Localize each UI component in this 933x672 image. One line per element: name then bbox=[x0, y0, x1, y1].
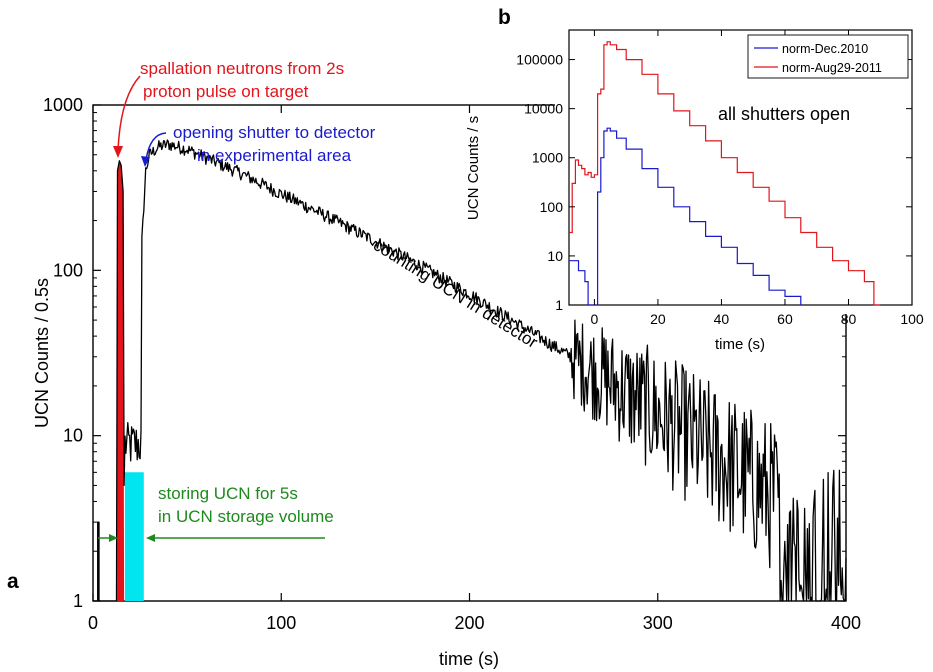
y-tick-label-b: 100 bbox=[540, 199, 564, 215]
x-tick-label-a: 400 bbox=[831, 613, 861, 633]
x-tick-label-a: 200 bbox=[454, 613, 484, 633]
x-tick-label-a: 300 bbox=[643, 613, 673, 633]
x-axis-label-b: time (s) bbox=[715, 336, 765, 353]
legend-label-norm-dec-2010: norm-Dec.2010 bbox=[782, 42, 868, 56]
arrow-storing-right-head bbox=[146, 534, 155, 542]
panel-label-b: b bbox=[498, 6, 511, 29]
arrow-spallation bbox=[118, 76, 140, 152]
x-tick-label-b: 100 bbox=[900, 311, 924, 327]
annotation-counting: counting UCN in detector bbox=[370, 235, 541, 352]
legend-label-norm-aug29-2011: norm-Aug29-2011 bbox=[782, 61, 882, 75]
panel-label-a: a bbox=[7, 570, 19, 593]
panel-b: 0 20 40 60 80 100 1 10 100 1000 10000 100000 time … bbox=[465, 2, 933, 353]
y-tick-label-a: 1 bbox=[73, 591, 83, 611]
y-tick-label-b: 10000 bbox=[524, 101, 563, 117]
annotation-shutter-line1: opening shutter to detector bbox=[173, 123, 376, 142]
y-tick-label-a: 10 bbox=[63, 426, 83, 446]
annotation-spallation-line2: proton pulse on target bbox=[143, 82, 309, 101]
x-tick-label-b: 40 bbox=[714, 311, 730, 327]
legend-b: norm-Dec.2010 norm-Aug29-2011 bbox=[748, 35, 908, 78]
annotation-all-shutters-open: all shutters open bbox=[718, 104, 850, 124]
x-tick-label-a: 100 bbox=[266, 613, 296, 633]
y-tick-label-b: 1 bbox=[555, 297, 563, 313]
y-tick-label-a: 100 bbox=[53, 260, 83, 280]
annotation-storing-line1: storing UCN for 5s bbox=[158, 484, 298, 503]
annotation-storing-line2: in UCN storage volume bbox=[158, 507, 334, 526]
arrow-spallation-head bbox=[113, 146, 123, 158]
y-tick-label-b: 100000 bbox=[516, 52, 563, 68]
y-tick-label-b: 1000 bbox=[532, 150, 563, 166]
annotation-shutter-line2: in experimental area bbox=[197, 146, 352, 165]
x-tick-label-b: 80 bbox=[841, 311, 857, 327]
y-axis-label-b: UCN Counts / s bbox=[465, 116, 482, 220]
x-tick-label-b: 20 bbox=[650, 311, 666, 327]
x-tick-label-b: 0 bbox=[591, 311, 599, 327]
y-tick-label-b: 10 bbox=[547, 248, 563, 264]
storage-fill bbox=[125, 472, 144, 601]
x-tick-label-b: 60 bbox=[777, 311, 793, 327]
y-axis-label-a: UCN Counts / 0.5s bbox=[32, 278, 52, 428]
annotation-spallation-line1: spallation neutrons from 2s bbox=[140, 59, 344, 78]
y-tick-label-a: 1000 bbox=[43, 95, 83, 115]
x-axis-label-a: time (s) bbox=[439, 649, 499, 669]
x-tick-label-a: 0 bbox=[88, 613, 98, 633]
